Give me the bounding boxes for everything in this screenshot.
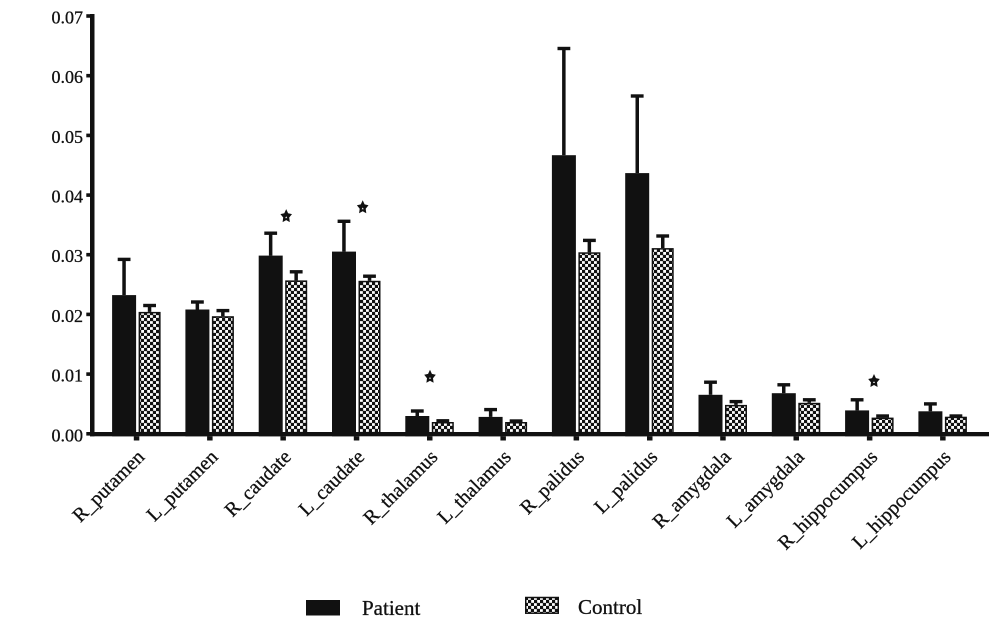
svg-text:Control: Control xyxy=(578,595,642,619)
svg-text:0.05: 0.05 xyxy=(52,127,84,147)
svg-text:0.03: 0.03 xyxy=(52,246,84,266)
svg-text:Patient: Patient xyxy=(362,596,420,620)
svg-text:0.02: 0.02 xyxy=(52,306,84,326)
svg-text:0.00: 0.00 xyxy=(52,425,84,445)
svg-text:0.01: 0.01 xyxy=(52,366,84,386)
svg-text:0.07: 0.07 xyxy=(52,8,84,28)
svg-text:0.06: 0.06 xyxy=(52,67,84,87)
svg-text:0.04: 0.04 xyxy=(52,187,84,207)
